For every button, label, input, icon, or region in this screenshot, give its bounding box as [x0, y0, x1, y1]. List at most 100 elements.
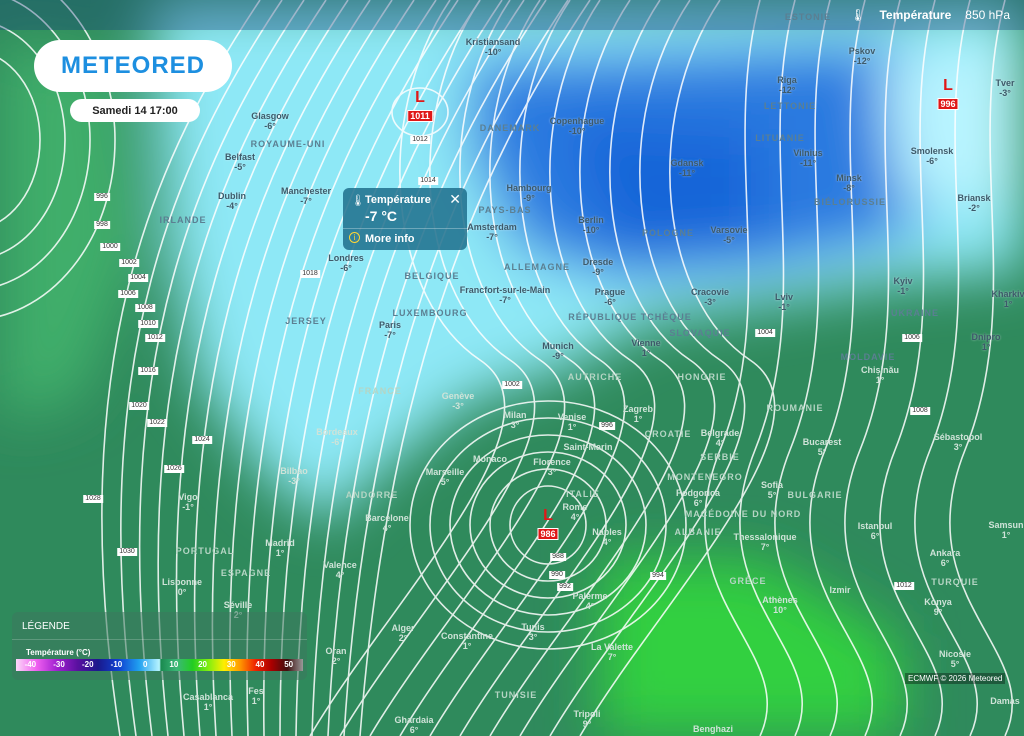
- city-label[interactable]: Milan 3°: [503, 410, 526, 430]
- city-label[interactable]: Zagreb 1°: [623, 404, 653, 424]
- isobar-label: 1000: [100, 243, 120, 251]
- city-label[interactable]: Madrid 1°: [265, 538, 295, 558]
- city-label[interactable]: Amsterdam -7°: [467, 222, 517, 242]
- city-label[interactable]: Berlin -10°: [578, 215, 604, 235]
- city-label[interactable]: Bucarest 5°: [803, 437, 842, 457]
- city-temperature: 4°: [715, 438, 725, 448]
- city-name: Istanbul: [857, 521, 893, 531]
- isobar-label: 1012: [894, 582, 914, 590]
- isobar-line: [509, 485, 587, 565]
- city-label[interactable]: Sébastopol 3°: [934, 432, 983, 452]
- city-label[interactable]: Tunis 3°: [521, 622, 544, 642]
- city-label[interactable]: Tver -3°: [995, 78, 1014, 98]
- city-label[interactable]: Nicosie 5°: [939, 649, 971, 669]
- city-label[interactable]: Vienne 1°: [631, 338, 660, 358]
- city-name: Sébastopol: [933, 432, 983, 442]
- city-label[interactable]: Thessalonique 7°: [733, 532, 796, 552]
- isobar-label: 1004: [128, 274, 148, 282]
- city-label[interactable]: Hambourg -9°: [507, 183, 552, 203]
- low-pressure-marker[interactable]: L 986: [537, 508, 559, 542]
- city-label[interactable]: Istanbul 6°: [858, 521, 893, 541]
- close-icon[interactable]: ✕: [449, 191, 461, 207]
- city-label[interactable]: Podgorica 6°: [676, 488, 720, 508]
- city-label[interactable]: Monaco: [473, 454, 507, 464]
- meteored-logo[interactable]: METEORED: [34, 40, 232, 92]
- layer-label[interactable]: Température: [879, 8, 952, 22]
- city-label[interactable]: Copenhague -10°: [550, 116, 605, 136]
- city-label[interactable]: Venise 1°: [558, 412, 587, 432]
- pressure-level[interactable]: 850 hPa: [965, 8, 1010, 22]
- city-label[interactable]: Minsk -8°: [836, 173, 862, 193]
- city-label[interactable]: Alger 2°: [391, 623, 414, 643]
- city-label[interactable]: Vigo -1°: [178, 492, 197, 512]
- city-label[interactable]: Gdansk -11°: [670, 158, 703, 178]
- low-pressure-marker[interactable]: L 1011: [407, 90, 433, 124]
- city-label[interactable]: Barcelone 4°: [365, 513, 409, 533]
- city-label[interactable]: Glasgow -6°: [251, 111, 289, 131]
- city-label[interactable]: Londres -6°: [328, 253, 364, 273]
- city-label[interactable]: Dublin -4°: [218, 191, 246, 211]
- city-name: Cracovie: [690, 287, 730, 297]
- city-label[interactable]: Briansk -2°: [957, 193, 990, 213]
- city-label[interactable]: Florence 3°: [533, 457, 571, 477]
- isobar-line: [459, 0, 656, 736]
- city-label[interactable]: Benghazi: [693, 724, 733, 734]
- city-label[interactable]: Ankara 6°: [930, 548, 961, 568]
- more-info-link[interactable]: More info: [365, 233, 415, 245]
- city-label[interactable]: Chișinău 1°: [861, 365, 899, 385]
- city-label[interactable]: Valence 4°: [323, 560, 357, 580]
- city-label[interactable]: Cracovie -3°: [691, 287, 729, 307]
- city-label[interactable]: Kyiv -1°: [893, 276, 912, 296]
- low-pressure-marker[interactable]: L 996: [937, 78, 959, 112]
- city-label[interactable]: Vilnius -11°: [793, 148, 822, 168]
- city-name: Constantine: [440, 631, 494, 641]
- city-label[interactable]: Marseille 5°: [426, 467, 465, 487]
- date-label[interactable]: Samedi 14 17:00: [70, 99, 200, 122]
- city-label[interactable]: Kharkiv 1°: [991, 289, 1024, 309]
- city-temperature: 1°: [275, 548, 285, 558]
- city-label[interactable]: Smolensk -6°: [911, 146, 954, 166]
- city-label[interactable]: Francfort-sur-le-Main -7°: [460, 285, 551, 305]
- city-temperature: -1°: [778, 302, 790, 312]
- city-label[interactable]: Munich -9°: [542, 341, 574, 361]
- city-name: Madrid: [265, 538, 295, 548]
- city-label[interactable]: Lisbonne 0°: [162, 577, 202, 597]
- city-label[interactable]: Belfast -5°: [225, 152, 255, 172]
- city-label[interactable]: Riga -12°: [777, 75, 797, 95]
- city-label[interactable]: Genève -3°: [442, 391, 475, 411]
- city-name: Hambourg: [506, 183, 552, 193]
- city-label[interactable]: Dresde -9°: [583, 257, 614, 277]
- city-label[interactable]: Fes 1°: [248, 686, 264, 706]
- city-label[interactable]: Rome 4°: [562, 502, 587, 522]
- info-icon[interactable]: i: [349, 232, 360, 243]
- city-label[interactable]: Pskov -12°: [849, 46, 876, 66]
- city-label[interactable]: Dnipro 1°: [972, 332, 1001, 352]
- city-label[interactable]: Bilbao -3°: [280, 466, 308, 486]
- city-label[interactable]: Konya 9°: [924, 597, 952, 617]
- city-label[interactable]: Palerme 4°: [572, 591, 607, 611]
- city-label[interactable]: Constantine 1°: [441, 631, 493, 651]
- city-label[interactable]: Damas: [990, 696, 1020, 706]
- city-label[interactable]: Saint-Marin: [563, 442, 612, 452]
- city-label[interactable]: Sofia 5°: [761, 480, 783, 500]
- city-label[interactable]: Paris -7°: [379, 320, 401, 340]
- city-label[interactable]: Naples 4°: [592, 527, 622, 547]
- city-label[interactable]: Varsovie -5°: [710, 225, 747, 245]
- city-label[interactable]: Izmir: [829, 585, 850, 595]
- legend-title[interactable]: LÉGENDE: [22, 621, 70, 632]
- city-temperature: -9°: [552, 351, 564, 361]
- city-label[interactable]: La Valette 7°: [591, 642, 633, 662]
- city-label[interactable]: Athènes 10°: [762, 595, 798, 615]
- city-label[interactable]: Kristiansand -10°: [466, 37, 521, 57]
- city-label[interactable]: Ghardaia 6°: [394, 715, 433, 735]
- city-label[interactable]: Manchester -7°: [281, 186, 331, 206]
- city-label[interactable]: Casablanca 1°: [183, 692, 233, 712]
- city-label[interactable]: Lviv -1°: [775, 292, 793, 312]
- city-label[interactable]: Oran 2°: [325, 646, 346, 666]
- city-label[interactable]: Bordeaux -6°: [316, 427, 358, 447]
- city-label[interactable]: Tripoli 9°: [574, 709, 601, 729]
- city-label[interactable]: Prague -6°: [595, 287, 626, 307]
- city-label[interactable]: Samsun 1°: [988, 520, 1023, 540]
- city-label[interactable]: Belgrade 4°: [701, 428, 740, 448]
